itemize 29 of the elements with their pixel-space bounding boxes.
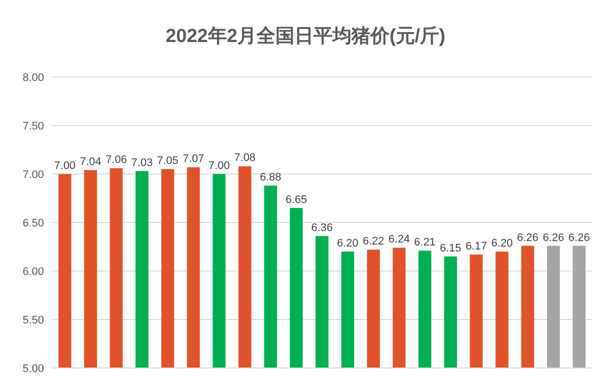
data-label: 7.06 (106, 154, 127, 166)
data-label: 6.26 (517, 232, 538, 244)
y-tick-label: 7.00 (22, 169, 44, 181)
data-label: 7.05 (157, 155, 178, 168)
y-tick-label: 6.50 (22, 218, 44, 230)
data-label: 6.88 (260, 172, 282, 184)
data-label: 6.26 (568, 232, 590, 244)
data-label: 6.24 (388, 234, 410, 246)
data-label: 7.08 (234, 152, 256, 164)
y-tick-label: 5.50 (22, 314, 44, 326)
data-label: 7.03 (131, 157, 153, 170)
data-label: 6.22 (362, 236, 384, 248)
data-label: 6.20 (337, 238, 358, 250)
data-label: 6.21 (414, 236, 436, 249)
y-tick-label: 7.50 (22, 120, 44, 132)
data-label: 6.17 (466, 240, 487, 253)
data-label: 6.26 (542, 232, 564, 244)
y-tick-label: 5.00 (22, 363, 44, 375)
y-tick-label: 8.00 (22, 72, 44, 84)
data-label: 6.36 (311, 222, 333, 234)
data-label: 7.00 (208, 160, 230, 172)
data-label: 6.65 (286, 194, 307, 206)
data-label: 6.15 (440, 242, 462, 254)
data-label: 6.20 (491, 238, 513, 250)
data-label: 7.00 (54, 160, 76, 172)
data-label: 7.07 (182, 153, 204, 166)
chart-title: 2022年2月全国日平均猪价(元/斤) (166, 25, 446, 47)
data-label: 7.04 (80, 156, 102, 168)
y-tick-label: 6.00 (22, 266, 44, 278)
